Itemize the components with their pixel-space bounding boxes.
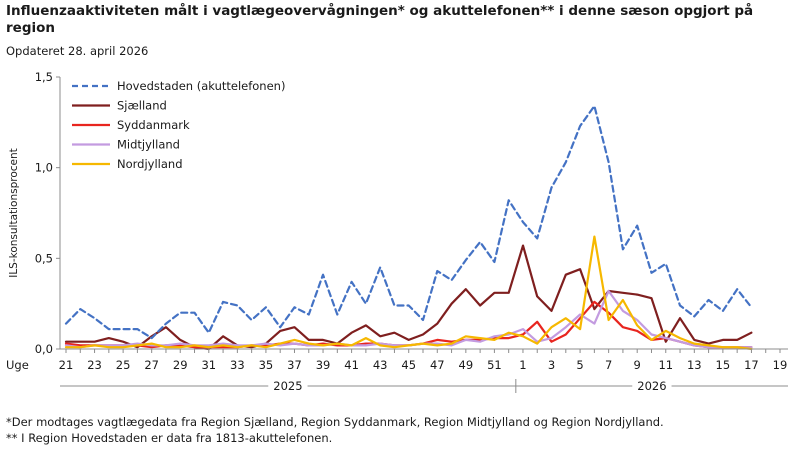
x-tick-label: 17 [744, 358, 759, 372]
x-tick-label: 31 [201, 358, 216, 372]
footnote-1: *Der modtages vagtlægedata fra Region Sj… [6, 415, 664, 429]
y-tick-label: 1,5 [35, 70, 53, 84]
x-tick-label: 15 [716, 358, 731, 372]
footnote-2: ** I Region Hovedstaden er data fra 1813… [6, 431, 333, 445]
x-tick-label: 9 [634, 358, 641, 372]
legend-label: Hovedstaden (akuttelefonen) [117, 79, 285, 93]
series-line-4 [64, 235, 753, 351]
x-tick-label: 29 [173, 358, 188, 372]
y-tick-label: 0,0 [35, 342, 53, 356]
legend-label: Sjælland [117, 99, 167, 113]
x-tick-label: 27 [144, 358, 159, 372]
footnotes: *Der modtages vagtlægedata fra Region Sj… [6, 414, 664, 446]
x-tick-label: 39 [316, 358, 331, 372]
year-label-2025: 2025 [273, 379, 302, 393]
y-tick-label: 0,5 [35, 251, 53, 265]
update-date: Opdateret 28. april 2026 [6, 44, 149, 58]
x-tick-label: 49 [459, 358, 474, 372]
y-tick-label: 1,0 [35, 161, 53, 175]
x-tick-label: 35 [259, 358, 274, 372]
year-label-bg [268, 378, 308, 394]
x-tick-label: 33 [230, 358, 245, 372]
series-lines [64, 104, 753, 351]
chart-title: Influenzaaktiviteten målt i vagtlægeover… [6, 3, 754, 36]
series-line-1 [64, 244, 753, 351]
x-tick-label: 21 [59, 358, 74, 372]
x-axis-prefix: Uge [6, 358, 29, 372]
x-tick-label: 45 [401, 358, 416, 372]
x-tick-label: 3 [548, 358, 555, 372]
axes: 0,0 0,5 1,0 1,5 ILS-konsultationsprocent [8, 70, 61, 356]
x-tick-label: 11 [658, 358, 673, 372]
legend-label: Syddanmark [117, 118, 190, 132]
x-tick-label: 25 [116, 358, 131, 372]
x-tick-label: 51 [487, 358, 502, 372]
x-tick-label: 19 [773, 358, 788, 372]
year-label-bg [632, 378, 672, 394]
legend-label: Nordjylland [117, 157, 183, 171]
y-axis-label: ILS-konsultationsprocent [8, 148, 20, 278]
x-tick-label: 5 [576, 358, 583, 372]
legend-label: Midtjylland [117, 138, 180, 152]
x-tick-label: 47 [430, 358, 445, 372]
x-tick-label: 37 [287, 358, 302, 372]
legend: Hovedstaden (akuttelefonen) Sjælland Sydda… [72, 79, 285, 171]
x-tick-label: 41 [344, 358, 359, 372]
series-line-0 [64, 104, 753, 340]
x-tick-label: 7 [605, 358, 612, 372]
year-label-2026: 2026 [637, 379, 666, 393]
x-tick-label: 13 [687, 358, 702, 372]
x-tick-label: 23 [87, 358, 102, 372]
x-tick-label: 43 [373, 358, 388, 372]
x-axis: 21 23 25 27 29 31 33 35 37 39 41 43 45 47 49 51 1 3 5 7 9 11 1… [6, 348, 788, 394]
x-tick-label: 1 [519, 358, 526, 372]
